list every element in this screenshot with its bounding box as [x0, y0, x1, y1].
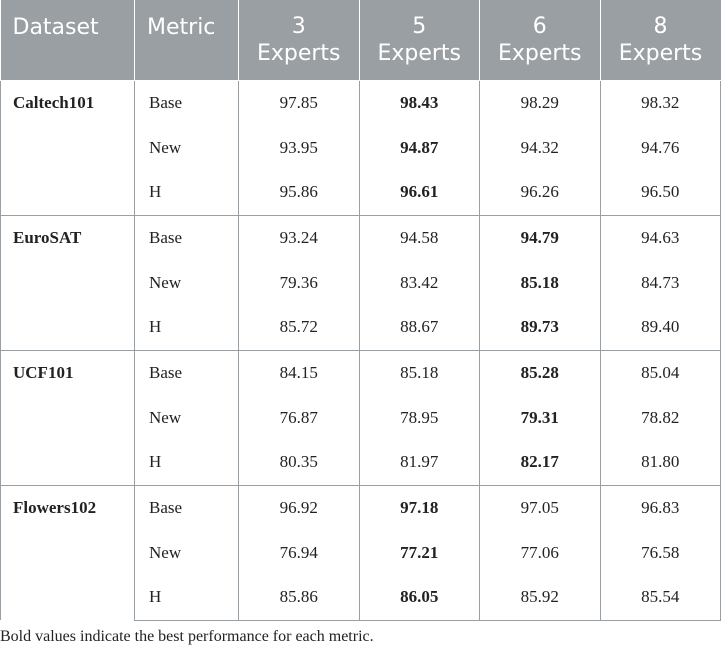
best-value-cell: 85.18 — [479, 260, 601, 305]
value-cell: 85.04 — [599, 349, 721, 395]
table-footnote: Bold values indicate the best performanc… — [0, 628, 374, 645]
value-cell: 96.26 — [479, 170, 601, 216]
header-6-experts: 6 Experts — [479, 0, 601, 81]
best-value-cell: 98.43 — [358, 79, 480, 125]
value-cell: 85.92 — [479, 575, 601, 621]
table-row: New 76.87 78.95 79.31 78.82 — [1, 395, 721, 440]
value-cell: 79.36 — [238, 260, 360, 305]
table-row: EuroSAT Base 93.24 94.58 94.79 94.63 — [0, 214, 721, 350]
value-cell: 97.05 — [479, 484, 601, 530]
value-cell: 85.72 — [238, 305, 360, 351]
table-row: H 85.86 86.05 85.92 85.54 — [1, 575, 721, 621]
metric-name: H — [134, 440, 239, 486]
header-6-experts-count: 6 — [532, 13, 547, 39]
best-value-cell: 94.79 — [479, 214, 601, 260]
results-table: Dataset Metric 3 Experts 5 Experts 6 Exp… — [0, 0, 721, 621]
table-row: New 93.95 94.87 94.32 94.76 — [1, 125, 721, 170]
value-cell: 76.87 — [238, 395, 360, 440]
value-cell: 96.83 — [599, 484, 721, 530]
header-row: Dataset Metric 3 Experts 5 Experts 6 Exp… — [0, 0, 721, 81]
metric-name: Base — [134, 79, 239, 125]
metric-name: New — [134, 530, 239, 575]
value-cell: 76.58 — [599, 530, 721, 575]
metric-name: New — [134, 395, 239, 440]
value-cell: 88.67 — [358, 305, 480, 351]
value-cell: 93.24 — [238, 214, 360, 260]
metric-name: Base — [134, 214, 239, 260]
table-row: H 95.86 96.61 96.26 96.50 — [1, 170, 721, 216]
header-3-experts-count: 3 — [291, 13, 306, 39]
table-row: New 76.94 77.21 77.06 76.58 — [1, 530, 721, 575]
header-5-experts-label: Experts — [377, 40, 462, 66]
value-cell: 94.76 — [599, 125, 721, 170]
table-header: Dataset Metric 3 Experts 5 Experts 6 Exp… — [0, 0, 721, 81]
value-cell: 93.95 — [238, 125, 360, 170]
header-3-experts-label: Experts — [256, 40, 341, 66]
metric-name: New — [134, 125, 239, 170]
metric-name: H — [134, 170, 239, 216]
table-body: Caltech101 Base 97.85 98.43 98.29 98.32 New 93.… — [0, 79, 721, 621]
dataset-name: EuroSAT — [0, 214, 135, 350]
best-value-cell: 97.18 — [358, 484, 480, 530]
value-cell: 95.86 — [238, 170, 360, 216]
header-dataset: Dataset — [0, 0, 135, 81]
value-cell: 98.32 — [599, 79, 721, 125]
metric-name: New — [134, 260, 239, 305]
value-cell: 96.50 — [599, 170, 721, 216]
header-8-experts-label: Experts — [618, 40, 703, 66]
table-row: H 85.72 88.67 89.73 89.40 — [1, 305, 721, 351]
header-5-experts-count: 5 — [412, 13, 427, 39]
value-cell: 85.18 — [358, 349, 480, 395]
value-cell: 89.40 — [599, 305, 721, 351]
header-6-experts-label: Experts — [497, 40, 582, 66]
table-row: Flowers102 Base 96.92 97.18 97.05 96.83 — [0, 484, 721, 620]
value-cell: 94.32 — [479, 125, 601, 170]
best-value-cell: 94.87 — [358, 125, 480, 170]
best-value-cell: 86.05 — [358, 575, 480, 621]
value-cell: 84.15 — [238, 349, 360, 395]
header-metric: Metric — [134, 0, 239, 81]
table-row: New 79.36 83.42 85.18 84.73 — [1, 260, 721, 305]
value-cell: 81.80 — [599, 440, 721, 486]
value-cell: 94.58 — [358, 214, 480, 260]
value-cell: 96.92 — [238, 484, 360, 530]
value-cell: 83.42 — [358, 260, 480, 305]
best-value-cell: 96.61 — [358, 170, 480, 216]
value-cell: 84.73 — [599, 260, 721, 305]
metric-name: Base — [134, 349, 239, 395]
metric-name: H — [134, 575, 239, 621]
value-cell: 76.94 — [238, 530, 360, 575]
dataset-name: UCF101 — [0, 349, 135, 485]
best-value-cell: 79.31 — [479, 395, 601, 440]
best-value-cell: 89.73 — [479, 305, 601, 351]
value-cell: 81.97 — [358, 440, 480, 486]
metric-name: H — [134, 305, 239, 351]
value-cell: 78.82 — [599, 395, 721, 440]
best-value-cell: 77.21 — [358, 530, 480, 575]
dataset-name: Caltech101 — [0, 79, 135, 215]
value-cell: 85.86 — [238, 575, 360, 621]
header-8-experts: 8 Experts — [599, 0, 721, 81]
metric-name: Base — [134, 484, 239, 530]
value-cell: 98.29 — [479, 79, 601, 125]
table-row: Caltech101 Base 97.85 98.43 98.29 98.32 — [0, 79, 721, 215]
value-cell: 85.54 — [599, 575, 721, 621]
value-cell: 78.95 — [358, 395, 480, 440]
dataset-name: Flowers102 — [0, 484, 135, 620]
best-value-cell: 85.28 — [479, 349, 601, 395]
value-cell: 94.63 — [599, 214, 721, 260]
value-cell: 97.85 — [238, 79, 360, 125]
header-8-experts-count: 8 — [653, 13, 668, 39]
value-cell: 80.35 — [238, 440, 360, 486]
value-cell: 77.06 — [479, 530, 601, 575]
header-5-experts: 5 Experts — [358, 0, 480, 81]
table-row: UCF101 Base 84.15 85.18 85.28 85.04 — [0, 349, 721, 485]
header-3-experts: 3 Experts — [238, 0, 360, 81]
best-value-cell: 82.17 — [479, 440, 601, 486]
